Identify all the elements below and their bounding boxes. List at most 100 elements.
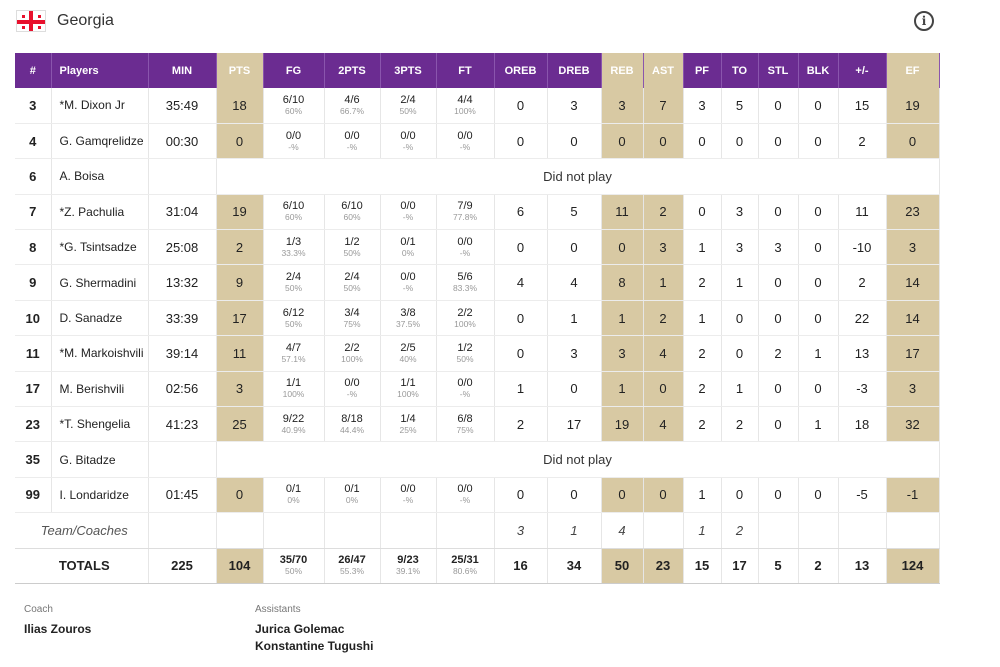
cell-stl: 0 [758,123,799,160]
cell-ef: 14 [886,300,940,337]
cell-oreb: 0 [494,335,548,372]
player-number: 9 [15,264,52,301]
cell-min: 25:08 [148,229,217,266]
cell-three: 0/0 -% [380,477,437,514]
cell-pf: 2 [683,264,722,301]
player-name-link[interactable]: G. Shermadini [51,264,149,301]
cell-ast: 1 [643,264,684,301]
col-header-pf[interactable]: PF [683,53,722,88]
col-header-pts[interactable]: PTS [216,53,264,88]
cell-blk: 0 [798,371,839,408]
totals-plus-minus: 13 [838,547,887,584]
cell-two: 2/2 100% [324,335,381,372]
totals-min: 225 [148,547,217,584]
player-name-link[interactable]: *M. Markoishvili [51,335,149,372]
cell-reb: 3 [601,88,644,124]
cell-two: 1/2 50% [324,229,381,266]
cell-ft: 4/4 100% [436,88,495,124]
cell-dreb: 3 [547,88,602,124]
col-header-stl[interactable]: STL [758,53,799,88]
cell-ef: 3 [886,229,940,266]
did-not-play: Did not play [216,441,940,478]
cell-pm: 18 [838,406,887,443]
cell-three: 2/4 50% [380,88,437,124]
col-header-ast[interactable]: AST [643,53,684,88]
cell-pf: 2 [683,406,722,443]
col-header-blk[interactable]: BLK [798,53,839,88]
cell-dreb: 0 [547,371,602,408]
cell-oreb: 2 [494,406,548,443]
cell-stl: 0 [758,477,799,514]
col-header-reb[interactable]: REB [601,53,644,88]
cell-three: 2/5 40% [380,335,437,372]
cell-to: 0 [721,335,759,372]
col-header-dreb[interactable]: DREB [547,53,602,88]
player-name-link[interactable]: A. Boisa [51,158,149,195]
cell-reb: 19 [601,406,644,443]
cell-three: 0/0 -% [380,194,437,231]
coach-block: Coach Ilias Zouros [24,604,91,638]
col-header-ft[interactable]: FT [436,53,495,88]
player-name-link[interactable]: D. Sanadze [51,300,149,337]
player-name-link[interactable]: M. Berishvili [51,371,149,408]
cell-stl: 3 [758,229,799,266]
team-oreb: 3 [494,512,548,549]
cell-dreb: 3 [547,335,602,372]
col-header-3pts[interactable]: 3PTS [380,53,437,88]
cell-blk: 1 [798,406,839,443]
cell-to: 1 [721,371,759,408]
totals-stl: 5 [758,547,799,584]
col-header-ef[interactable]: EF [886,53,940,88]
cell-blk: 0 [798,229,839,266]
totals-fg: 35/70 50% [263,547,325,584]
cell-pf: 2 [683,335,722,372]
cell-two: 4/6 66.7% [324,88,381,124]
cell-ft: 6/8 75% [436,406,495,443]
player-number: 6 [15,158,52,195]
player-name-link[interactable]: *M. Dixon Jr [51,88,149,124]
cell-reb: 3 [601,335,644,372]
col-header-2pts[interactable]: 2PTS [324,53,381,88]
info-icon[interactable]: i [914,11,934,31]
col-header-players[interactable]: Players [51,53,149,88]
cell-pm: 15 [838,88,887,124]
col-header-min[interactable]: MIN [148,53,217,88]
cell-reb: 0 [601,229,644,266]
player-name-link[interactable]: I. Londaridze [51,477,149,514]
cell-ef: 14 [886,264,940,301]
player-name-link[interactable]: G. Bitadze [51,441,149,478]
cell-stl: 2 [758,335,799,372]
cell-ast: 2 [643,194,684,231]
cell-ft: 0/0 -% [436,123,495,160]
cell-to: 5 [721,88,759,124]
totals-ft: 25/31 80.6% [436,547,495,584]
col-header-oreb[interactable]: OREB [494,53,548,88]
cell-two: 0/0 -% [324,123,381,160]
player-name-link[interactable]: *T. Shengelia [51,406,149,443]
cell-ef: 0 [886,123,940,160]
cell-pts: 17 [216,300,264,337]
cell-ast: 0 [643,371,684,408]
player-name-link[interactable]: *G. Tsintsadze [51,229,149,266]
cell-ef: 32 [886,406,940,443]
col-header-plus-minus[interactable]: +/- [838,53,887,88]
col-header-to[interactable]: TO [721,53,759,88]
col-header-num[interactable]: # [15,53,52,88]
cell-pm: 2 [838,264,887,301]
cell-blk: 0 [798,477,839,514]
cell-three: 1/4 25% [380,406,437,443]
player-name-link[interactable]: *Z. Pachulia [51,194,149,231]
totals-row: TOTALS 225 104 35/70 50% 26/47 55.3% 9/23 3… [15,547,940,584]
cell-oreb: 0 [494,477,548,514]
cell-fg: 1/1 100% [263,371,325,408]
totals-3pts: 9/23 39.1% [380,547,437,584]
player-number: 7 [15,194,52,231]
player-name-link[interactable]: G. Gamqrelidze [51,123,149,160]
cell-reb: 0 [601,123,644,160]
coach-name: Ilias Zouros [24,622,92,636]
cell-min: 39:14 [148,335,217,372]
player-number: 23 [15,406,52,443]
col-header-fg[interactable]: FG [263,53,325,88]
team-to: 2 [721,512,759,549]
team-coaches-row: Team/Coaches 3 1 4 1 2 [15,512,940,549]
